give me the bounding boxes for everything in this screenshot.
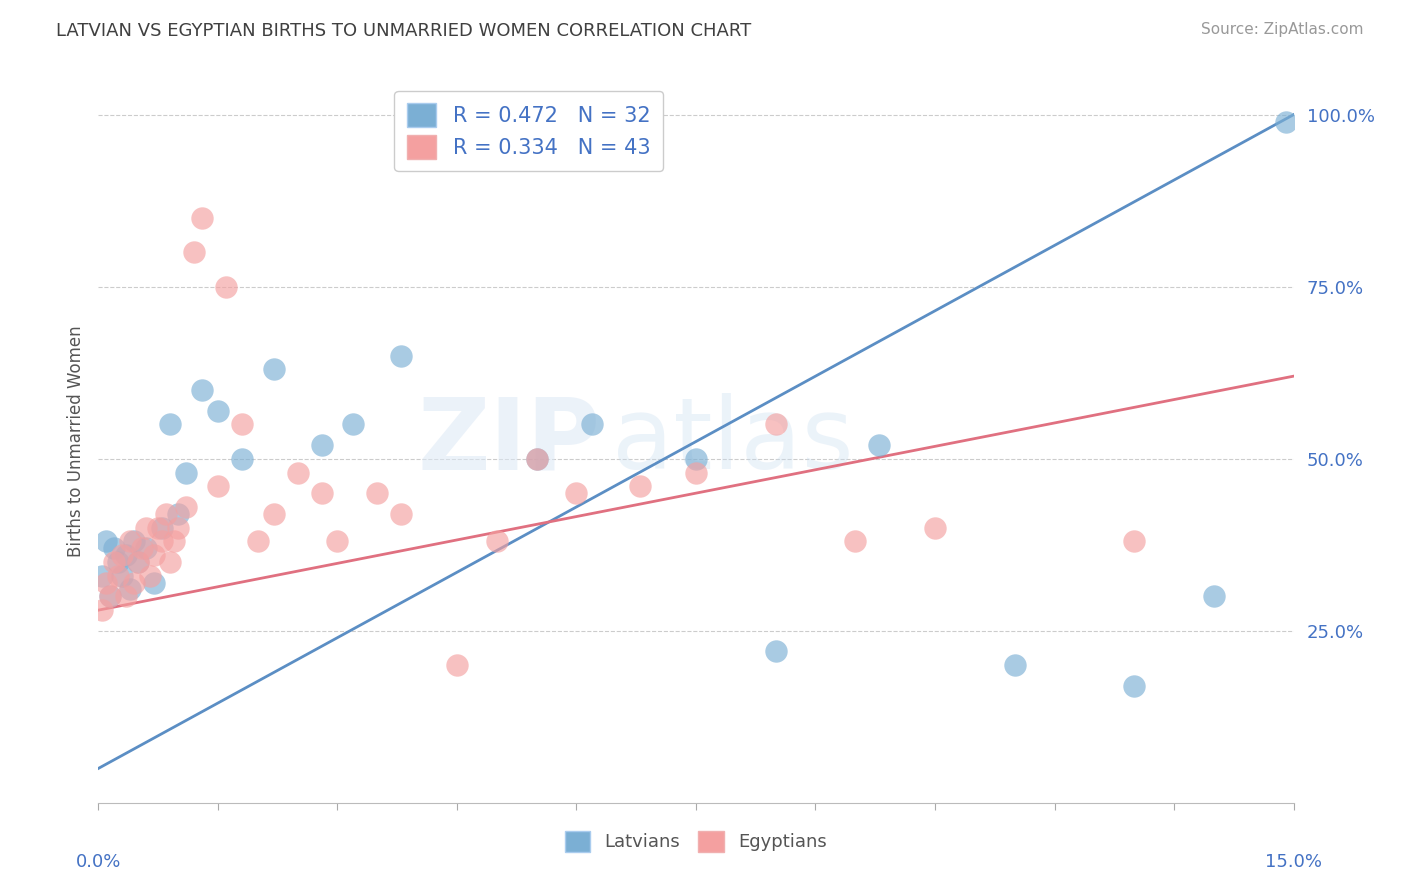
Point xyxy=(685,466,707,480)
Point xyxy=(135,541,157,556)
Point xyxy=(98,590,122,604)
Point xyxy=(150,534,173,549)
Text: 15.0%: 15.0% xyxy=(1265,854,1322,871)
Point xyxy=(96,575,118,590)
Point xyxy=(326,534,349,549)
Point xyxy=(111,568,134,582)
Point xyxy=(127,555,149,569)
Point xyxy=(159,555,181,569)
Point xyxy=(581,417,603,432)
Point xyxy=(1202,590,1225,604)
Point xyxy=(163,534,186,549)
Text: atlas: atlas xyxy=(613,393,853,490)
Point xyxy=(155,507,177,521)
Point xyxy=(526,451,548,466)
Point xyxy=(143,548,166,562)
Point xyxy=(1274,114,1296,128)
Point xyxy=(215,279,238,293)
Point xyxy=(167,520,190,534)
Legend: Latvians, Egyptians: Latvians, Egyptians xyxy=(558,823,834,859)
Point xyxy=(174,500,197,514)
Point xyxy=(389,507,412,521)
Point xyxy=(115,548,138,562)
Text: LATVIAN VS EGYPTIAN BIRTHS TO UNMARRIED WOMEN CORRELATION CHART: LATVIAN VS EGYPTIAN BIRTHS TO UNMARRIED … xyxy=(56,22,751,40)
Point xyxy=(207,403,229,417)
Point xyxy=(366,486,388,500)
Point xyxy=(342,417,364,432)
Text: Source: ZipAtlas.com: Source: ZipAtlas.com xyxy=(1201,22,1364,37)
Point xyxy=(131,541,153,556)
Point xyxy=(135,520,157,534)
Point xyxy=(124,534,146,549)
Point xyxy=(263,507,285,521)
Point xyxy=(765,417,787,432)
Text: 0.0%: 0.0% xyxy=(76,854,121,871)
Point xyxy=(446,658,468,673)
Point xyxy=(685,451,707,466)
Point xyxy=(159,417,181,432)
Point xyxy=(1123,679,1146,693)
Point xyxy=(143,575,166,590)
Point xyxy=(565,486,588,500)
Point xyxy=(231,417,253,432)
Point xyxy=(311,486,333,500)
Point xyxy=(844,534,866,549)
Point xyxy=(120,582,142,597)
Point xyxy=(765,644,787,658)
Point xyxy=(191,211,214,225)
Point xyxy=(103,541,125,556)
Point xyxy=(107,568,129,582)
Point xyxy=(91,603,114,617)
Point xyxy=(98,590,122,604)
Point xyxy=(311,438,333,452)
Point xyxy=(1123,534,1146,549)
Point xyxy=(263,362,285,376)
Point xyxy=(246,534,269,549)
Point xyxy=(183,245,205,260)
Point xyxy=(287,466,309,480)
Point xyxy=(107,555,129,569)
Point xyxy=(868,438,890,452)
Point xyxy=(231,451,253,466)
Point xyxy=(91,568,114,582)
Point xyxy=(207,479,229,493)
Point xyxy=(174,466,197,480)
Point xyxy=(103,555,125,569)
Text: ZIP: ZIP xyxy=(418,393,600,490)
Y-axis label: Births to Unmarried Women: Births to Unmarried Women xyxy=(66,326,84,558)
Point xyxy=(127,555,149,569)
Point xyxy=(124,575,146,590)
Point xyxy=(111,548,134,562)
Point xyxy=(924,520,946,534)
Point xyxy=(1004,658,1026,673)
Point xyxy=(139,568,162,582)
Point xyxy=(628,479,651,493)
Point xyxy=(148,520,170,534)
Point xyxy=(167,507,190,521)
Point xyxy=(150,520,173,534)
Point xyxy=(526,451,548,466)
Point xyxy=(96,534,118,549)
Point xyxy=(485,534,508,549)
Point xyxy=(120,534,142,549)
Point xyxy=(389,349,412,363)
Point xyxy=(115,590,138,604)
Point xyxy=(191,383,214,397)
